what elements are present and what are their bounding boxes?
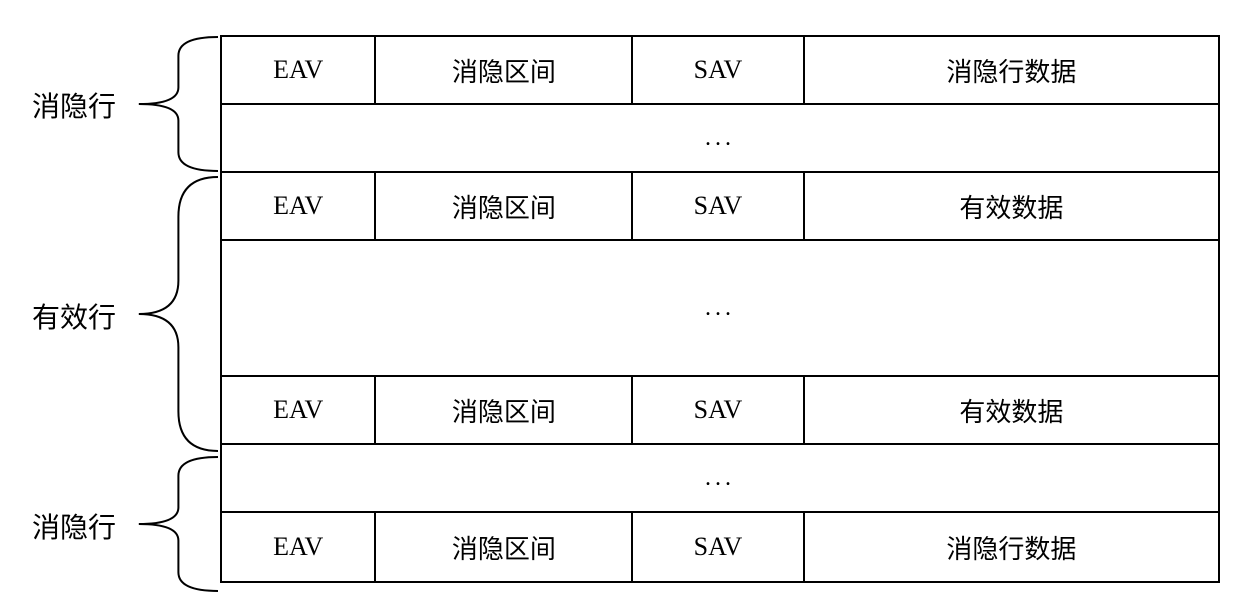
table-cell: 消隐行数据 [805, 37, 1218, 103]
table-cell: 有效数据 [805, 173, 1218, 239]
ellipsis-row: ... [222, 105, 1218, 173]
table-cell: 消隐行数据 [805, 513, 1218, 581]
table-cell: EAV [222, 173, 376, 239]
curly-brace-icon [130, 35, 220, 173]
table-cell: 消隐区间 [376, 173, 633, 239]
brace-label-group: 有效行 [32, 296, 124, 336]
table-row: EAV消隐区间SAV消隐行数据 [222, 513, 1218, 581]
row-group-label: 消隐行 [32, 85, 116, 125]
table-row: EAV消隐区间SAV有效数据 [222, 377, 1218, 445]
table-cell: SAV [633, 513, 804, 581]
table-cell: 消隐区间 [376, 513, 633, 581]
table-cell: 消隐区间 [376, 377, 633, 443]
table-row: EAV消隐区间SAV有效数据 [222, 173, 1218, 241]
ellipsis-row: ... [222, 445, 1218, 513]
table-row: EAV消隐区间SAV消隐行数据 [222, 37, 1218, 105]
table-cell: EAV [222, 37, 376, 103]
table-cell: EAV [222, 513, 376, 581]
table-cell: 消隐区间 [376, 37, 633, 103]
table-cell: EAV [222, 377, 376, 443]
curly-brace-icon [130, 455, 220, 593]
ellipsis-row: ... [222, 241, 1218, 377]
row-group-label: 消隐行 [32, 506, 116, 546]
diagram-container: EAV消隐区间SAV消隐行数据...EAV消隐区间SAV有效数据...EAV消隐… [20, 20, 1220, 586]
table-cell: SAV [633, 377, 804, 443]
table-cell: 有效数据 [805, 377, 1218, 443]
row-group-label: 有效行 [32, 296, 116, 336]
table-cell: SAV [633, 173, 804, 239]
table-cell: SAV [633, 37, 804, 103]
video-line-table: EAV消隐区间SAV消隐行数据...EAV消隐区间SAV有效数据...EAV消隐… [220, 35, 1220, 583]
brace-label-group: 消隐行 [32, 506, 124, 546]
brace-label-group: 消隐行 [32, 85, 124, 125]
curly-brace-icon [130, 175, 220, 453]
